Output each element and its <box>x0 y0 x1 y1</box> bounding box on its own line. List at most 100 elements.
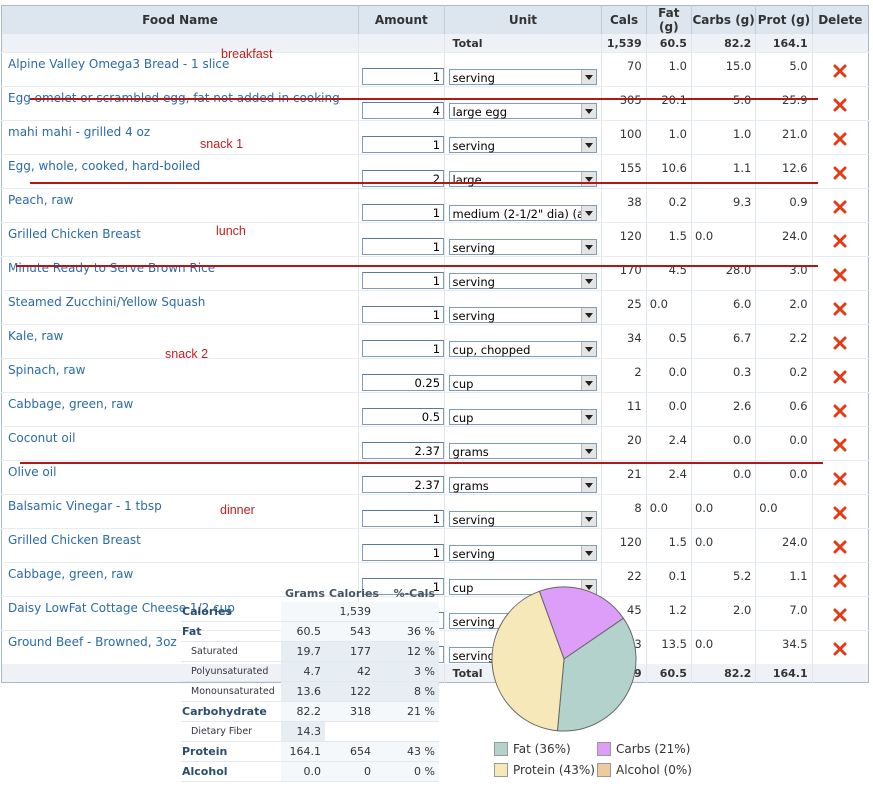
chevron-down-icon[interactable] <box>580 342 596 356</box>
amount-input[interactable] <box>362 374 445 391</box>
food-name-link[interactable]: Cabbage, green, raw <box>1 562 359 597</box>
unit-select[interactable]: serving <box>448 511 597 527</box>
delete-icon[interactable] <box>832 573 848 589</box>
prot-value: 34.5 <box>755 630 813 664</box>
food-name-link[interactable]: Balsamic Vinegar - 1 tbsp <box>1 494 359 529</box>
summary-row-label: Fat <box>181 621 281 642</box>
food-name-link[interactable]: Grilled Chicken Breast <box>1 222 359 257</box>
amount-input[interactable] <box>362 510 445 527</box>
delete-icon[interactable] <box>832 437 848 453</box>
unit-select[interactable]: serving <box>448 239 597 255</box>
amount-input[interactable] <box>362 544 445 561</box>
unit-select-value: grams <box>452 479 489 493</box>
food-name-link[interactable]: Coconut oil <box>1 426 359 461</box>
prot-value: 0.6 <box>755 392 813 427</box>
delete-icon[interactable] <box>832 131 848 147</box>
food-name-link[interactable]: mahi mahi - grilled 4 oz <box>1 120 359 155</box>
chevron-down-icon[interactable] <box>580 138 596 152</box>
amount-input[interactable] <box>362 442 445 459</box>
unit-select[interactable]: cup, chopped <box>448 341 597 357</box>
unit-select[interactable]: medium (2-1/2" dia) (a <box>448 205 597 221</box>
amount-input[interactable] <box>362 578 445 595</box>
delete-icon[interactable] <box>832 165 848 181</box>
delete-icon[interactable] <box>832 505 848 521</box>
cals-value: 20 <box>601 426 647 461</box>
col-carbs[interactable]: Carbs (g) <box>690 5 756 34</box>
delete-cell <box>811 120 869 155</box>
delete-cell <box>811 392 869 427</box>
unit-select[interactable]: large <box>448 171 597 187</box>
delete-icon[interactable] <box>832 97 848 113</box>
food-name-link[interactable]: Kale, raw <box>1 324 359 359</box>
food-name-link[interactable]: Egg omelet or scrambled egg, fat not add… <box>1 86 359 121</box>
delete-icon[interactable] <box>832 267 848 283</box>
amount-input[interactable] <box>362 136 445 153</box>
delete-icon[interactable] <box>832 335 848 351</box>
amount-input[interactable] <box>362 408 445 425</box>
amount-input[interactable] <box>362 476 445 493</box>
delete-cell <box>811 358 869 393</box>
food-name-link[interactable]: Alpine Valley Omega3 Bread - 1 slice <box>1 52 359 87</box>
amount-input[interactable] <box>362 170 445 187</box>
col-cals[interactable]: Cals <box>601 5 647 34</box>
col-unit[interactable]: Unit <box>443 5 602 34</box>
unit-select[interactable]: grams <box>448 477 597 493</box>
delete-icon[interactable] <box>832 199 848 215</box>
unit-select[interactable]: cup <box>448 375 597 391</box>
chevron-down-icon[interactable] <box>580 206 596 220</box>
chevron-down-icon[interactable] <box>580 410 596 424</box>
amount-input[interactable] <box>362 204 445 221</box>
amount-input[interactable] <box>362 102 445 119</box>
amount-input[interactable] <box>362 68 445 85</box>
chevron-down-icon[interactable] <box>580 70 596 84</box>
chevron-down-icon[interactable] <box>580 478 596 492</box>
unit-select[interactable]: serving <box>448 69 597 85</box>
unit-select[interactable]: serving <box>448 273 597 289</box>
food-name-link[interactable]: Steamed Zucchini/Yellow Squash <box>1 290 359 325</box>
chevron-down-icon[interactable] <box>580 512 596 526</box>
food-name-link[interactable]: Olive oil <box>1 460 359 495</box>
amount-cell <box>358 494 445 529</box>
food-name-link[interactable]: Grilled Chicken Breast <box>1 528 359 563</box>
col-prot[interactable]: Prot (g) <box>755 5 813 34</box>
unit-select[interactable]: grams <box>448 443 597 459</box>
unit-select[interactable]: serving <box>448 137 597 153</box>
col-amount[interactable]: Amount <box>358 5 445 34</box>
delete-icon[interactable] <box>832 233 848 249</box>
unit-select[interactable]: large egg <box>448 103 597 119</box>
amount-input[interactable] <box>362 272 445 289</box>
chevron-down-icon[interactable] <box>580 444 596 458</box>
col-fat[interactable]: Fat (g) <box>645 5 692 34</box>
summary-pct-value: 12 % <box>375 641 439 662</box>
chevron-down-icon[interactable] <box>580 308 596 322</box>
amount-input[interactable] <box>362 340 445 357</box>
meal-divider <box>16 265 818 267</box>
delete-icon[interactable] <box>832 369 848 385</box>
food-name-link[interactable]: Minute Ready to Serve Brown Rice <box>1 256 359 291</box>
fat-value: 1.5 <box>645 222 692 257</box>
food-name-link[interactable]: Spinach, raw <box>1 358 359 393</box>
food-name-link[interactable]: Peach, raw <box>1 188 359 223</box>
delete-icon[interactable] <box>832 63 848 79</box>
amount-input[interactable] <box>362 306 445 323</box>
delete-icon[interactable] <box>832 301 848 317</box>
chevron-down-icon[interactable] <box>580 274 596 288</box>
col-food-name[interactable]: Food Name <box>1 5 359 34</box>
chevron-down-icon[interactable] <box>580 104 596 118</box>
delete-icon[interactable] <box>832 471 848 487</box>
food-name-link[interactable]: Cabbage, green, raw <box>1 392 359 427</box>
summary-col-calories: Calories <box>329 586 380 600</box>
unit-select[interactable]: cup <box>448 409 597 425</box>
delete-icon[interactable] <box>832 539 848 555</box>
unit-select[interactable]: serving <box>448 545 597 561</box>
delete-icon[interactable] <box>832 641 848 657</box>
cals-value: 38 <box>601 188 647 223</box>
unit-select[interactable]: serving <box>448 307 597 323</box>
chevron-down-icon[interactable] <box>580 240 596 254</box>
amount-input[interactable] <box>362 238 445 255</box>
delete-icon[interactable] <box>832 403 848 419</box>
unit-cell: large egg <box>443 86 602 121</box>
chevron-down-icon[interactable] <box>580 376 596 390</box>
chevron-down-icon[interactable] <box>580 546 596 560</box>
delete-icon[interactable] <box>832 607 848 623</box>
